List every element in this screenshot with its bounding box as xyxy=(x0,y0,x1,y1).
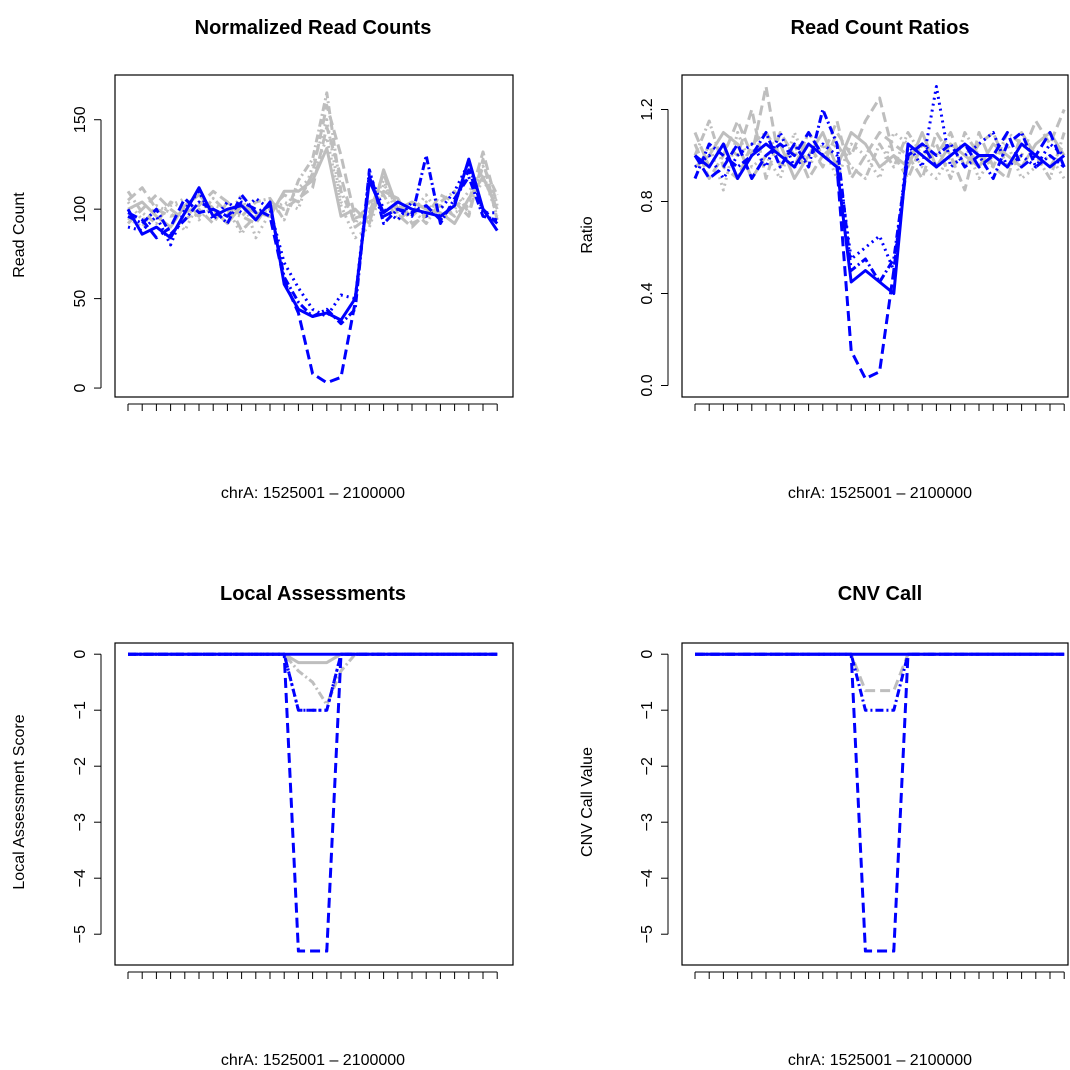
series-line xyxy=(126,157,499,322)
series-layer xyxy=(695,652,1065,953)
series-line xyxy=(128,652,498,707)
y-tick-label: 100 xyxy=(72,196,89,223)
plot-frame xyxy=(681,74,1069,398)
series-line xyxy=(693,131,1066,192)
y-axis-label: Local Assessment Score xyxy=(11,714,28,889)
x-axis-label: chrA: 1525001 – 2100000 xyxy=(221,485,405,502)
y-tick-label: 0 xyxy=(72,650,89,659)
series-layer xyxy=(126,91,499,385)
x-axis-label: chrA: 1525001 – 2100000 xyxy=(788,1052,972,1069)
y-tick-label: 50 xyxy=(72,290,89,308)
series-line xyxy=(128,652,498,953)
y-tick-label: −3 xyxy=(639,813,656,831)
y-tick-label: 150 xyxy=(72,106,89,133)
series-line xyxy=(695,652,1065,712)
y-tick-label: 0 xyxy=(639,650,656,659)
tick-layer: 0 −1 −2 −3 −4 −5 xyxy=(72,650,498,979)
y-tick-label: 0.8 xyxy=(639,190,656,212)
tick-layer: 0 50 100 150 xyxy=(72,106,498,411)
y-tick-label: 0 xyxy=(72,384,89,393)
tick-layer: 0 −1 −2 −3 −4 −5 xyxy=(639,650,1065,979)
y-tick-label: −1 xyxy=(72,701,89,719)
y-tick-label: −4 xyxy=(72,869,89,887)
y-axis-label: CNV Call Value xyxy=(579,747,596,857)
panel-local-assessments: Local Assessments Local Assessment Score… xyxy=(11,583,514,1069)
series-line xyxy=(693,108,1066,284)
series-line xyxy=(693,85,1066,192)
panel-normalized-read-counts: Normalized Read Counts Read Count chrA: … xyxy=(11,17,514,502)
y-tick-label: −2 xyxy=(639,757,656,775)
panel-read-count-ratios: Read Count Ratios Ratio chrA: 1525001 – … xyxy=(579,17,1069,502)
series-line xyxy=(694,131,1066,180)
y-tick-label: −4 xyxy=(639,869,656,887)
series-line xyxy=(127,136,499,240)
y-axis-label: Read Count xyxy=(11,192,28,278)
chart-title: Normalized Read Counts xyxy=(195,17,432,39)
y-tick-label: 0.4 xyxy=(639,282,656,304)
series-line xyxy=(693,131,1066,381)
series-line xyxy=(126,125,499,229)
series-layer xyxy=(693,85,1066,381)
series-line xyxy=(694,142,1066,295)
series-line xyxy=(693,119,1066,180)
series-line xyxy=(695,652,1065,953)
series-layer xyxy=(128,652,498,953)
plot-frame xyxy=(114,642,514,966)
y-tick-label: −3 xyxy=(72,813,89,831)
series-line xyxy=(126,91,499,225)
panel-cnv-call: CNV Call CNV Call Value chrA: 1525001 – … xyxy=(579,583,1069,1069)
tick-layer: 0.0 0.4 0.8 1.2 xyxy=(639,98,1065,411)
plot-frame xyxy=(681,642,1069,966)
y-tick-label: −5 xyxy=(72,925,89,943)
plot-frame xyxy=(114,74,514,398)
series-line xyxy=(695,652,1065,693)
y-axis-label: Ratio xyxy=(579,216,596,253)
chart-title: Read Count Ratios xyxy=(791,17,970,39)
x-axis-label: chrA: 1525001 – 2100000 xyxy=(221,1052,405,1069)
y-tick-label: 1.2 xyxy=(639,98,656,120)
chart-title: Local Assessments xyxy=(220,583,406,605)
y-tick-label: −5 xyxy=(639,925,656,943)
x-axis-label: chrA: 1525001 – 2100000 xyxy=(788,485,972,502)
chart-title: CNV Call xyxy=(838,583,922,605)
series-line xyxy=(127,161,498,318)
y-tick-label: −1 xyxy=(639,701,656,719)
y-tick-label: 0.0 xyxy=(639,374,656,396)
y-tick-label: −2 xyxy=(72,757,89,775)
